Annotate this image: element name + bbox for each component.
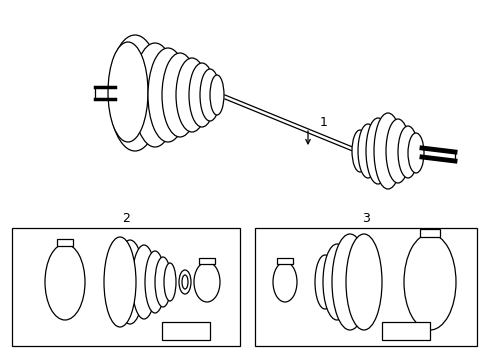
Ellipse shape: [314, 255, 334, 309]
Bar: [381, 322, 429, 340]
Bar: [162, 322, 209, 340]
Ellipse shape: [132, 245, 156, 319]
Ellipse shape: [179, 270, 191, 294]
Ellipse shape: [209, 75, 224, 115]
Ellipse shape: [323, 244, 350, 320]
Bar: [199, 258, 215, 264]
Ellipse shape: [407, 133, 423, 173]
Ellipse shape: [176, 58, 207, 132]
Ellipse shape: [182, 275, 187, 289]
Ellipse shape: [200, 69, 220, 121]
Ellipse shape: [133, 43, 177, 147]
Ellipse shape: [108, 42, 148, 142]
Ellipse shape: [163, 263, 176, 301]
Ellipse shape: [357, 124, 377, 178]
Bar: [12, 228, 240, 346]
Ellipse shape: [148, 48, 187, 142]
Ellipse shape: [45, 244, 85, 320]
Ellipse shape: [104, 237, 136, 327]
Ellipse shape: [351, 130, 367, 172]
Ellipse shape: [403, 234, 455, 330]
Bar: [254, 228, 476, 346]
Ellipse shape: [373, 113, 401, 189]
Ellipse shape: [189, 63, 215, 127]
Bar: [57, 239, 73, 246]
Ellipse shape: [145, 251, 164, 313]
Ellipse shape: [397, 126, 417, 178]
Ellipse shape: [109, 35, 161, 151]
Ellipse shape: [155, 257, 171, 307]
Ellipse shape: [116, 240, 143, 324]
Ellipse shape: [162, 53, 198, 137]
Ellipse shape: [194, 262, 220, 302]
Text: 1: 1: [319, 116, 327, 129]
Bar: [276, 258, 292, 264]
Text: 2: 2: [122, 212, 130, 225]
Ellipse shape: [331, 234, 367, 330]
Bar: [419, 229, 439, 237]
Ellipse shape: [365, 118, 389, 184]
Ellipse shape: [346, 234, 381, 330]
Ellipse shape: [385, 119, 409, 183]
Ellipse shape: [272, 262, 296, 302]
Text: 3: 3: [361, 212, 369, 225]
